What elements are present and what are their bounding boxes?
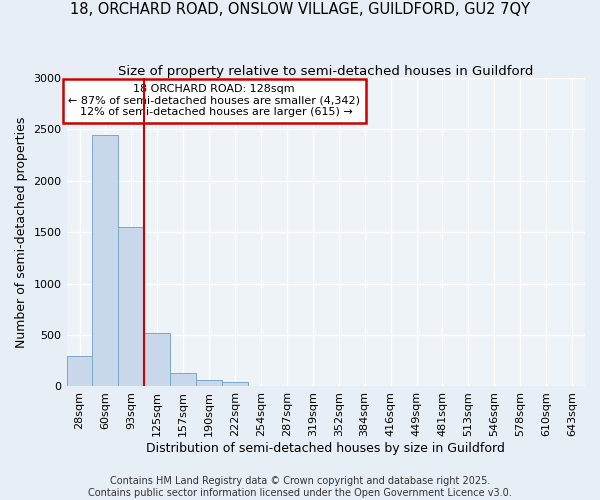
Bar [170, 373, 196, 386]
Text: 18 ORCHARD ROAD: 128sqm  
← 87% of semi-detached houses are smaller (4,342)
  12: 18 ORCHARD ROAD: 128sqm ← 87% of semi-de… [68, 84, 361, 117]
Text: Contains HM Land Registry data © Crown copyright and database right 2025.
Contai: Contains HM Land Registry data © Crown c… [88, 476, 512, 498]
Y-axis label: Number of semi-detached properties: Number of semi-detached properties [15, 116, 28, 348]
X-axis label: Distribution of semi-detached houses by size in Guildford: Distribution of semi-detached houses by … [146, 442, 505, 455]
Bar [92, 134, 118, 386]
Bar [118, 227, 145, 386]
Bar [145, 333, 170, 386]
Text: 18, ORCHARD ROAD, ONSLOW VILLAGE, GUILDFORD, GU2 7QY: 18, ORCHARD ROAD, ONSLOW VILLAGE, GUILDF… [70, 2, 530, 18]
Title: Size of property relative to semi-detached houses in Guildford: Size of property relative to semi-detach… [118, 65, 533, 78]
Bar [67, 356, 92, 386]
Bar [222, 382, 248, 386]
Bar [196, 380, 222, 386]
